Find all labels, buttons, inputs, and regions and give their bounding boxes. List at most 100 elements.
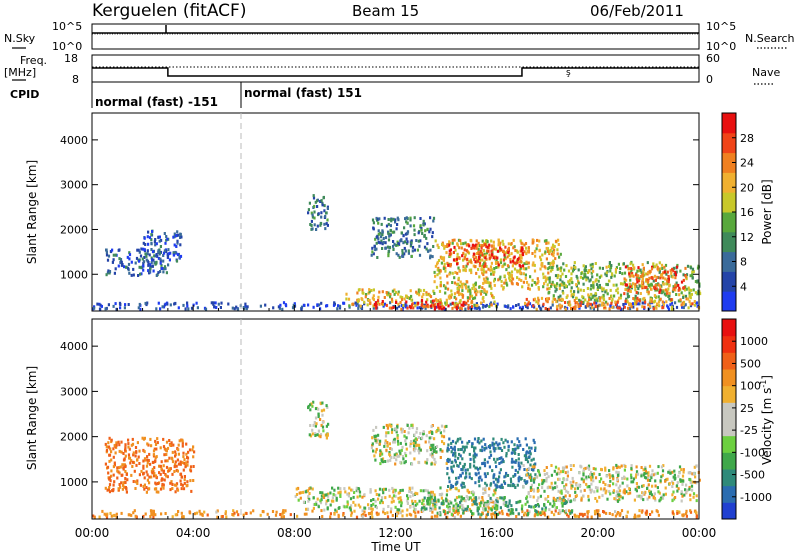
echo-cell <box>442 499 445 503</box>
echo-cell <box>479 466 482 470</box>
echo-cell <box>172 253 175 257</box>
echo-cell <box>492 296 495 299</box>
echo-cell <box>541 507 544 511</box>
echo-cell <box>534 449 537 452</box>
echo-region <box>142 229 183 264</box>
echo-cell <box>318 303 321 307</box>
echo-cell <box>658 499 661 503</box>
echo-cell <box>527 286 530 290</box>
echo-cell <box>183 481 186 485</box>
echo-cell <box>492 480 495 484</box>
echo-cell <box>652 265 655 269</box>
echo-cell <box>162 464 165 468</box>
echo-cell <box>311 213 314 217</box>
echo-cell <box>378 487 382 491</box>
echo-cell <box>489 453 493 457</box>
y-tick-label: 1000 <box>60 476 88 489</box>
echo-cell <box>689 478 692 482</box>
echo-cell <box>398 449 401 453</box>
echo-cell <box>297 498 300 502</box>
echo-cell <box>601 295 604 299</box>
echo-cell <box>139 307 142 311</box>
echo-cell <box>236 307 240 311</box>
echo-cell <box>612 489 615 493</box>
echo-cell <box>436 268 439 272</box>
echo-cell <box>626 484 629 488</box>
echo-cell <box>481 305 485 309</box>
echo-cell <box>637 266 640 270</box>
echo-cell <box>611 474 614 478</box>
echo-cell <box>481 445 484 449</box>
echo-cell <box>142 471 145 475</box>
echo-cell <box>389 458 392 462</box>
echo-cell <box>438 271 441 275</box>
echo-cell <box>345 292 348 296</box>
echo-cell <box>150 256 153 260</box>
echo-cell <box>504 278 507 282</box>
echo-cell <box>466 496 469 500</box>
echo-cell <box>517 461 520 465</box>
echo-cell <box>555 305 559 309</box>
echo-cell <box>498 475 501 479</box>
echo-cell <box>343 487 346 491</box>
echo-cell <box>626 264 629 268</box>
echo-cell <box>490 261 493 265</box>
echo-cell <box>624 465 627 468</box>
echo-cell <box>593 298 596 302</box>
echo-cell <box>326 207 329 210</box>
echo-cell <box>425 434 428 438</box>
echo-cell <box>569 510 572 514</box>
echo-cell <box>123 485 126 489</box>
echo-cell <box>426 497 429 500</box>
echo-cell <box>568 278 572 282</box>
echo-cell <box>397 496 400 500</box>
echo-cell <box>630 476 633 480</box>
echo-cell <box>312 506 315 510</box>
echo-cell <box>384 441 387 445</box>
echo-cell <box>627 492 630 496</box>
echo-cell <box>314 416 318 420</box>
colorbar-tick-label: 4 <box>740 280 747 293</box>
echo-cell <box>650 283 653 287</box>
echo-cell <box>371 507 374 511</box>
echo-cell <box>315 228 318 231</box>
echo-region <box>522 463 701 503</box>
echo-cell <box>525 297 528 301</box>
echo-cell <box>425 236 428 240</box>
echo-cell <box>539 267 542 271</box>
echo-cell <box>466 257 469 261</box>
echo-cell <box>543 513 547 517</box>
echo-cell <box>528 476 531 480</box>
echo-cell <box>485 303 488 307</box>
echo-cell <box>524 437 527 441</box>
echo-cell <box>650 287 653 291</box>
echo-cell <box>124 481 127 484</box>
echo-cell <box>583 512 586 516</box>
echo-cell <box>401 445 404 449</box>
echo-cell <box>498 442 501 446</box>
echo-cell <box>643 296 646 300</box>
echo-cell <box>506 283 509 287</box>
echo-cell <box>320 222 323 225</box>
echo-cell <box>668 284 671 288</box>
echo-cell <box>137 274 140 277</box>
echo-cell <box>148 452 151 456</box>
echo-cell <box>492 446 495 450</box>
echo-cell <box>618 513 621 517</box>
echo-cell <box>524 458 527 461</box>
echo-cell <box>131 437 134 441</box>
echo-cell <box>159 487 163 491</box>
echo-cell <box>422 430 425 433</box>
echo-cell <box>377 229 380 233</box>
echo-cell <box>570 468 573 471</box>
echo-cell <box>446 511 449 515</box>
echo-cell <box>537 286 540 289</box>
echo-cell <box>630 464 633 468</box>
echo-cell <box>323 222 326 226</box>
echo-cell <box>155 482 158 486</box>
echo-cell <box>385 431 388 435</box>
echo-cell <box>689 481 692 485</box>
echo-cell <box>501 512 504 516</box>
echo-cell <box>665 272 668 276</box>
echo-cell <box>409 289 412 293</box>
